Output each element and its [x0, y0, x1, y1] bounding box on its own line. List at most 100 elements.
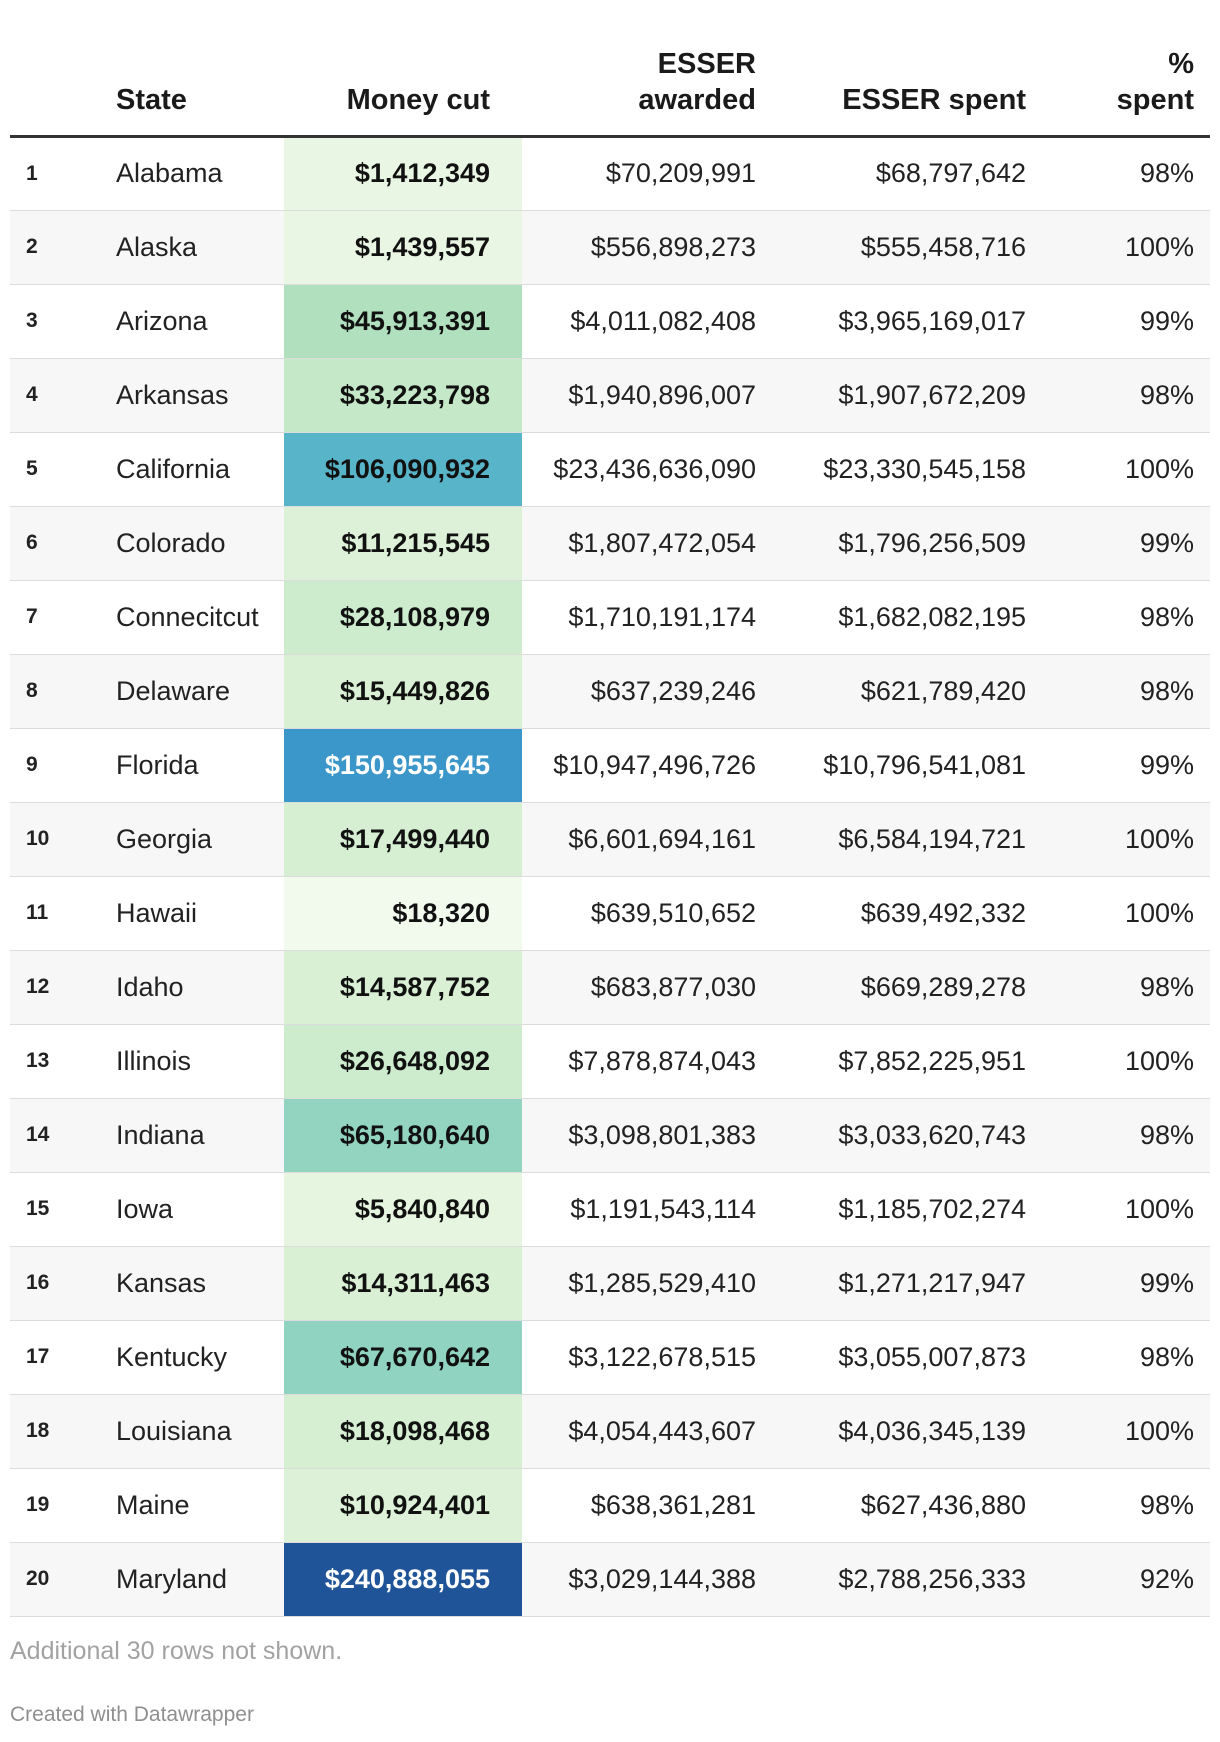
- pct-spent-cell: 100%: [1042, 1172, 1210, 1247]
- money-cut-cell: $106,090,932: [284, 432, 522, 507]
- pct-spent-cell: 98%: [1042, 1320, 1210, 1395]
- header-state[interactable]: State: [88, 0, 284, 138]
- state-cell: Maryland: [88, 1542, 284, 1617]
- esser-spent-cell: $1,907,672,209: [772, 358, 1042, 433]
- pct-spent-cell: 99%: [1042, 1246, 1210, 1321]
- esser-awarded-cell: $3,122,678,515: [522, 1320, 772, 1395]
- esser-awarded-cell: $4,054,443,607: [522, 1394, 772, 1469]
- header-money-cut[interactable]: Money cut: [284, 0, 522, 138]
- money-cut-cell: $15,449,826: [284, 654, 522, 729]
- table-row: 8 Delaware $15,449,826 $637,239,246 $621,789…: [10, 654, 1210, 729]
- money-cut-cell: $26,648,092: [284, 1024, 522, 1099]
- state-cell: Arizona: [88, 284, 284, 359]
- header-pct-spent[interactable]: % spent: [1042, 0, 1210, 138]
- header-esser-awarded[interactable]: ESSER awarded: [522, 0, 772, 138]
- rank-cell: 7: [10, 580, 88, 655]
- table-row: 19 Maine $10,924,401 $638,361,281 $627,436,8…: [10, 1468, 1210, 1543]
- pct-spent-cell: 98%: [1042, 1468, 1210, 1543]
- pct-spent-cell: 100%: [1042, 1394, 1210, 1469]
- state-cell: Hawaii: [88, 876, 284, 951]
- state-cell: Iowa: [88, 1172, 284, 1247]
- money-cut-cell: $5,840,840: [284, 1172, 522, 1247]
- state-cell: Arkansas: [88, 358, 284, 433]
- esser-spent-cell: $10,796,541,081: [772, 728, 1042, 803]
- esser-spent-cell: $6,584,194,721: [772, 802, 1042, 877]
- table-header-row: State Money cut ESSER awarded ESSER spen…: [10, 0, 1210, 138]
- pct-spent-cell: 100%: [1042, 802, 1210, 877]
- rank-cell: 9: [10, 728, 88, 803]
- pct-spent-cell: 98%: [1042, 654, 1210, 729]
- pct-spent-cell: 99%: [1042, 284, 1210, 359]
- esser-awarded-cell: $683,877,030: [522, 950, 772, 1025]
- table-row: 16 Kansas $14,311,463 $1,285,529,410 $1,271,…: [10, 1246, 1210, 1321]
- pct-spent-cell: 100%: [1042, 1024, 1210, 1099]
- rank-cell: 1: [10, 136, 88, 211]
- state-cell: Kentucky: [88, 1320, 284, 1395]
- state-cell: Georgia: [88, 802, 284, 877]
- data-table-container: State Money cut ESSER awarded ESSER spen…: [10, 0, 1210, 1617]
- pct-spent-cell: 100%: [1042, 876, 1210, 951]
- rank-cell: 14: [10, 1098, 88, 1173]
- header-pct-spent-line1: %: [1168, 47, 1194, 80]
- state-cell: Colorado: [88, 506, 284, 581]
- table-row: 15 Iowa $5,840,840 $1,191,543,114 $1,185,702…: [10, 1172, 1210, 1247]
- table-row: 9 Florida $150,955,645 $10,947,496,726 $10,7…: [10, 728, 1210, 803]
- esser-spent-cell: $2,788,256,333: [772, 1542, 1042, 1617]
- header-rank[interactable]: [10, 0, 88, 138]
- esser-awarded-cell: $6,601,694,161: [522, 802, 772, 877]
- table-body: 1 Alabama $1,412,349 $70,209,991 $68,797,642…: [10, 136, 1210, 1617]
- esser-awarded-cell: $4,011,082,408: [522, 284, 772, 359]
- rank-cell: 4: [10, 358, 88, 433]
- pct-spent-cell: 99%: [1042, 728, 1210, 803]
- pct-spent-cell: 98%: [1042, 358, 1210, 433]
- rank-cell: 15: [10, 1172, 88, 1247]
- pct-spent-cell: 98%: [1042, 950, 1210, 1025]
- table-row: 20 Maryland $240,888,055 $3,029,144,388 $2,7…: [10, 1542, 1210, 1617]
- esser-awarded-cell: $556,898,273: [522, 210, 772, 285]
- esser-spent-cell: $7,852,225,951: [772, 1024, 1042, 1099]
- esser-spent-cell: $3,965,169,017: [772, 284, 1042, 359]
- money-cut-cell: $18,320: [284, 876, 522, 951]
- state-cell: Delaware: [88, 654, 284, 729]
- esser-spent-cell: $627,436,880: [772, 1468, 1042, 1543]
- money-cut-cell: $65,180,640: [284, 1098, 522, 1173]
- esser-spent-cell: $1,185,702,274: [772, 1172, 1042, 1247]
- esser-awarded-cell: $1,191,543,114: [522, 1172, 772, 1247]
- esser-spent-cell: $639,492,332: [772, 876, 1042, 951]
- rank-cell: 13: [10, 1024, 88, 1099]
- rank-cell: 18: [10, 1394, 88, 1469]
- state-cell: Connecitcut: [88, 580, 284, 655]
- header-esser-spent[interactable]: ESSER spent: [772, 0, 1042, 138]
- rank-cell: 8: [10, 654, 88, 729]
- esser-spent-cell: $669,289,278: [772, 950, 1042, 1025]
- rank-cell: 5: [10, 432, 88, 507]
- money-cut-cell: $14,587,752: [284, 950, 522, 1025]
- esser-spent-cell: $3,055,007,873: [772, 1320, 1042, 1395]
- money-cut-cell: $18,098,468: [284, 1394, 522, 1469]
- table-row: 1 Alabama $1,412,349 $70,209,991 $68,797,642…: [10, 136, 1210, 211]
- table-row: 11 Hawaii $18,320 $639,510,652 $639,492,332 1…: [10, 876, 1210, 951]
- pct-spent-cell: 100%: [1042, 432, 1210, 507]
- esser-awarded-cell: $1,285,529,410: [522, 1246, 772, 1321]
- rank-cell: 3: [10, 284, 88, 359]
- state-cell: Idaho: [88, 950, 284, 1025]
- money-cut-cell: $1,412,349: [284, 136, 522, 211]
- esser-awarded-cell: $1,710,191,174: [522, 580, 772, 655]
- esser-spent-cell: $23,330,545,158: [772, 432, 1042, 507]
- rank-cell: 2: [10, 210, 88, 285]
- rank-cell: 6: [10, 506, 88, 581]
- esser-spent-cell: $68,797,642: [772, 136, 1042, 211]
- money-cut-cell: $45,913,391: [284, 284, 522, 359]
- esser-spent-cell: $3,033,620,743: [772, 1098, 1042, 1173]
- esser-spent-cell: $621,789,420: [772, 654, 1042, 729]
- money-cut-cell: $28,108,979: [284, 580, 522, 655]
- pct-spent-cell: 99%: [1042, 506, 1210, 581]
- header-pct-spent-line2: spent: [1116, 83, 1194, 116]
- table-row: 10 Georgia $17,499,440 $6,601,694,161 $6,584…: [10, 802, 1210, 877]
- state-cell: Maine: [88, 1468, 284, 1543]
- money-cut-cell: $10,924,401: [284, 1468, 522, 1543]
- esser-awarded-cell: $23,436,636,090: [522, 432, 772, 507]
- table-row: 7 Connecitcut $28,108,979 $1,710,191,174 $1,…: [10, 580, 1210, 655]
- rank-cell: 16: [10, 1246, 88, 1321]
- money-cut-cell: $17,499,440: [284, 802, 522, 877]
